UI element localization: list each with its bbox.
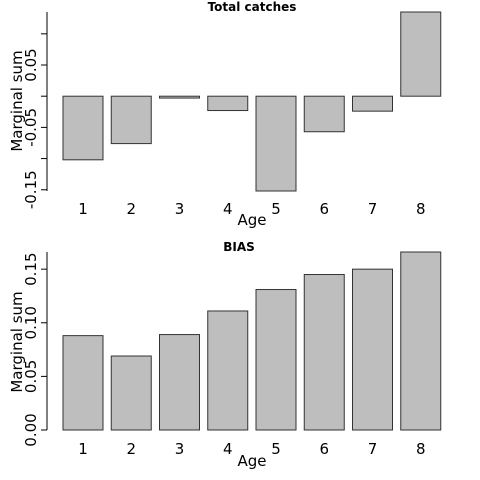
x-tick-label: 6	[319, 440, 329, 458]
bar-age-6	[303, 274, 345, 431]
chart-title: BIAS	[223, 240, 255, 254]
bar-age-7	[352, 268, 393, 431]
bar-age-8	[400, 251, 442, 431]
y-tick-label: -0.15	[22, 170, 40, 209]
y-tick-label: 0.05	[22, 360, 40, 393]
bar-age-2	[110, 95, 152, 145]
bar-age-4	[207, 95, 249, 112]
x-tick-label: 6	[319, 200, 329, 218]
x-tick-label: 3	[175, 200, 185, 218]
y-tick-label: 0.00	[22, 413, 40, 446]
x-axis-label: Age	[237, 211, 266, 229]
bar-age-7	[352, 95, 393, 112]
chart-title: Total catches	[208, 0, 297, 14]
x-tick-label: 1	[78, 440, 88, 458]
x-axis-label: Age	[237, 452, 266, 470]
x-tick-label: 8	[416, 440, 426, 458]
x-tick-label: 4	[223, 440, 233, 458]
x-tick-label: 1	[78, 200, 88, 218]
y-tick-label: 0.10	[22, 306, 40, 339]
x-tick-label: 3	[175, 440, 185, 458]
y-tick-label: 0.05	[22, 48, 40, 81]
y-tick-label: -0.05	[22, 108, 40, 147]
bar-age-6	[303, 95, 345, 133]
bar-age-1	[62, 95, 104, 161]
x-tick-label: 7	[368, 200, 378, 218]
bar-age-3	[159, 334, 200, 431]
x-tick-label: 5	[271, 440, 281, 458]
bar-age-8	[400, 11, 442, 97]
x-tick-label: 5	[271, 200, 281, 218]
bias-panel: BIAS Age Marginal sum 1 2 3 4 5 6 7 8 0.00 0.05 0.…	[8, 240, 442, 470]
x-tick-label: 2	[126, 200, 136, 218]
bar-age-4	[207, 310, 249, 431]
y-tick-label: 0.15	[22, 252, 40, 285]
bar-age-3	[159, 95, 200, 99]
x-tick-label: 4	[223, 200, 233, 218]
bar-age-5	[255, 289, 297, 431]
bar-age-1	[62, 335, 104, 431]
x-tick-label: 7	[368, 440, 378, 458]
total-catches-panel: Total catches Age Marginal sum 1 2 3 4 5 6 7 8 -…	[8, 0, 442, 229]
x-tick-label: 2	[126, 440, 136, 458]
y-axis-label: Marginal sum	[8, 291, 26, 392]
bar-age-5	[255, 95, 297, 192]
x-tick-label: 8	[416, 200, 426, 218]
y-axis-label: Marginal sum	[8, 50, 26, 151]
bar-age-2	[110, 355, 152, 431]
